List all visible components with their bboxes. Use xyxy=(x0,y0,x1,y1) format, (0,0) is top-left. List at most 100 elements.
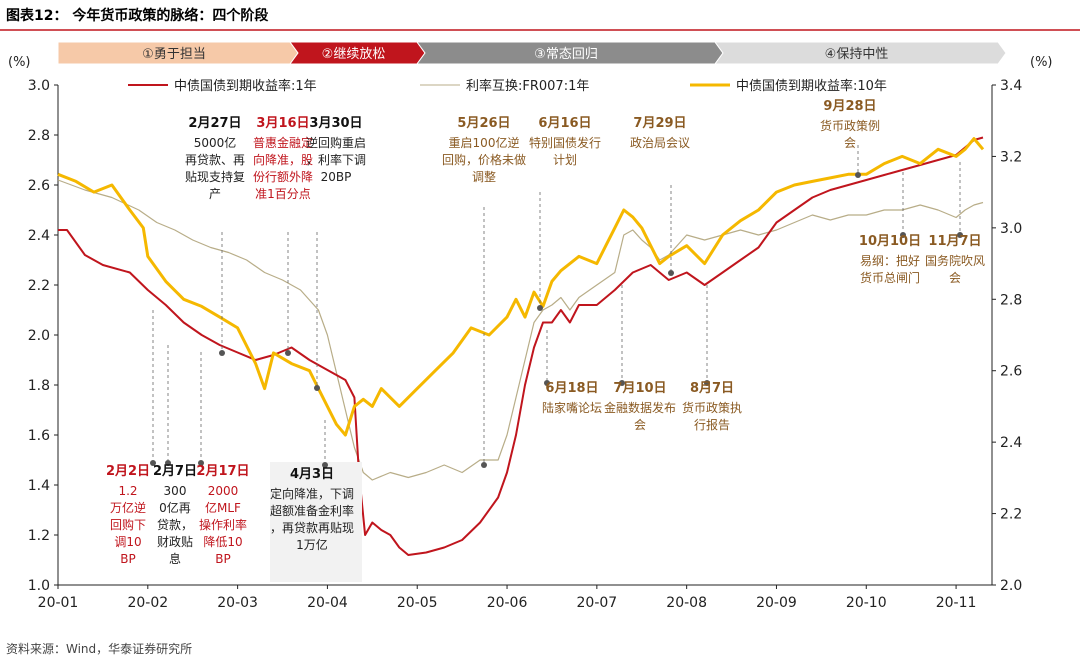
source-note: 资料来源：Wind，华泰证券研究所 xyxy=(6,641,192,656)
annotation-text: BP xyxy=(120,552,135,566)
annotation-text: 贷款， xyxy=(157,518,193,532)
x-tick-label: 20-03 xyxy=(217,595,258,611)
annotation-dot xyxy=(481,462,487,468)
left-unit: (%) xyxy=(8,55,31,70)
left-tick-label: 3.0 xyxy=(28,78,50,94)
annotation-dot xyxy=(322,462,328,468)
legend-label-2: 利率互换:FR007:1年 xyxy=(466,78,589,94)
annotation-dot xyxy=(165,460,171,466)
annotation-date: 2月17日 xyxy=(196,464,249,479)
annotation-text: 金融数据发布 xyxy=(604,400,676,415)
annotation-text: BP xyxy=(215,552,230,566)
series-line-3 xyxy=(57,137,985,437)
right-tick-label: 2.0 xyxy=(1000,578,1022,594)
annotation-text: 1.2 xyxy=(118,484,137,498)
annotation-text: 300 xyxy=(164,484,187,498)
annotation-text: 超额准备金利率 xyxy=(270,503,354,518)
legend-label-3: 中债国债到期收益率:10年 xyxy=(736,78,887,94)
annotation-text: 产 xyxy=(209,187,221,201)
legend-label-1: 中债国债到期收益率:1年 xyxy=(174,78,317,94)
right-tick-label: 3.2 xyxy=(1000,149,1022,165)
right-tick-label: 2.4 xyxy=(1000,435,1022,451)
left-tick-label: 1.6 xyxy=(28,428,50,444)
annotation-text: 贴现支持复 xyxy=(185,169,245,184)
left-tick-label: 2.8 xyxy=(28,128,50,144)
annotation-date: 2月7日 xyxy=(153,464,197,479)
left-tick-label: 1.0 xyxy=(28,578,50,594)
x-tick-label: 20-01 xyxy=(38,595,79,611)
annotation-text: ，再贷款再贴现 xyxy=(270,521,354,535)
annotation-text: 特别国债发行 xyxy=(529,135,601,150)
annotation-dot xyxy=(619,380,625,386)
annotation-text: 息 xyxy=(169,551,181,566)
annotation-dot xyxy=(150,460,156,466)
right-tick-label: 3.0 xyxy=(1000,221,1022,237)
annotation-text: 会 xyxy=(634,418,646,432)
stage-label-4: ④保持中性 xyxy=(825,47,889,62)
series-line-1 xyxy=(58,136,984,556)
right-tick-label: 3.4 xyxy=(1000,78,1022,94)
annotation-date: 10月10日 xyxy=(859,234,921,249)
figure-title: 图表12： 今年货币政策的脉络：四个阶段 xyxy=(6,7,268,24)
annotation-text: 回购下 xyxy=(110,517,146,532)
series-line-2 xyxy=(57,179,984,481)
annotation-text: 会 xyxy=(949,271,961,285)
annotation-text: 2000 xyxy=(208,484,239,498)
annotation-text: 政治局会议 xyxy=(630,136,690,150)
annotation-text: 货币政策例 xyxy=(820,118,880,133)
annotation-text: 降低10 xyxy=(203,535,242,549)
left-tick-label: 1.2 xyxy=(28,528,50,544)
annotation-date: 7月29日 xyxy=(633,116,686,131)
annotation-text: 亿MLF xyxy=(205,500,241,515)
stage-banner-4 xyxy=(714,41,1007,65)
annotation-text: 万亿逆 xyxy=(110,500,146,515)
annotation-text: 再贷款、再 xyxy=(185,153,245,167)
x-tick-label: 20-06 xyxy=(487,595,528,611)
annotation-date: 4月3日 xyxy=(290,467,334,482)
stage-label-2: ②继续放松 xyxy=(322,47,386,62)
annotation-text: 调10 xyxy=(114,535,141,549)
annotation-date: 6月16日 xyxy=(538,116,591,131)
annotation-dot xyxy=(855,172,861,178)
annotation-text: 陆家嘴论坛 xyxy=(542,400,602,415)
x-tick-label: 20-05 xyxy=(397,595,438,611)
left-tick-label: 1.8 xyxy=(28,378,50,394)
annotation-text: 1万亿 xyxy=(296,537,328,552)
annotation-text: 回购，价格未做 xyxy=(442,152,526,167)
left-tick-label: 2.2 xyxy=(28,278,50,294)
annotation-text: 财政贴 xyxy=(157,535,193,549)
stage-label-3: ③常态回归 xyxy=(534,47,598,62)
series-lines xyxy=(57,136,985,556)
x-tick-label: 20-09 xyxy=(756,595,797,611)
annotation-text: 20BP xyxy=(321,170,352,184)
left-tick-label: 1.4 xyxy=(28,478,50,494)
annotation-date: 3月16日 xyxy=(256,116,309,131)
annotation-date: 5月26日 xyxy=(457,116,510,131)
annotation-text: 国务院吹风 xyxy=(925,253,985,268)
annotation-dot xyxy=(285,350,291,356)
annotation-date: 9月28日 xyxy=(823,99,876,114)
annotation-text: 易纲：把好 xyxy=(860,254,920,268)
annotation-box xyxy=(270,462,362,582)
left-tick-label: 2.6 xyxy=(28,178,50,194)
annotation-text: ，利率下调 xyxy=(306,152,366,167)
stage-label-1: ①勇于担当 xyxy=(142,47,206,62)
annotation-text: 0亿再 xyxy=(159,500,191,515)
annotation-dot xyxy=(544,380,550,386)
left-tick-label: 2.0 xyxy=(28,328,50,344)
annotation-text: 向降准，股 xyxy=(253,152,313,167)
annotation-text: 定向降准，下调 xyxy=(270,486,354,501)
annotation-text: 5000亿 xyxy=(194,135,237,150)
annotation-date: 11月7日 xyxy=(928,234,981,249)
annotation-text: 普惠金融定 xyxy=(253,135,313,150)
annotation-dot xyxy=(537,305,543,311)
annotation-text: 货币政策执 xyxy=(682,400,742,415)
annotation-date: 8月7日 xyxy=(690,381,734,396)
chart-text: 图表12： 今年货币政策的脉络：四个阶段 ①勇于担当 ②继续放松 ③常态回归 ④保持中性… xyxy=(6,7,1053,656)
annotation-dot xyxy=(198,460,204,466)
annotation-date: 7月10日 xyxy=(613,381,666,396)
annotation-text: 逆回购重启 xyxy=(306,135,366,150)
annotation-dot xyxy=(704,380,710,386)
right-unit: (%) xyxy=(1030,55,1053,70)
